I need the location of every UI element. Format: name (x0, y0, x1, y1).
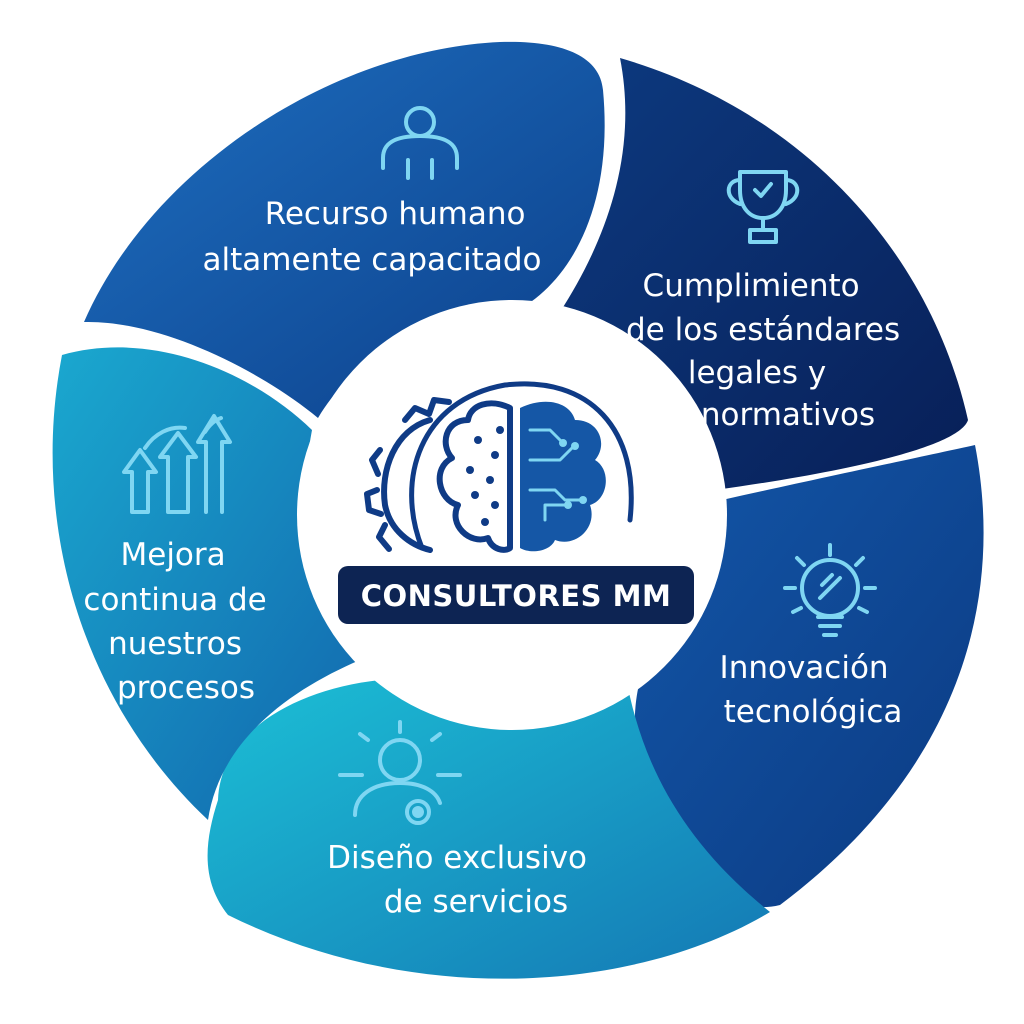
segment-recurso (84, 41, 605, 419)
segment-label-diseno: Diseño exclusivo de servicios (327, 840, 597, 920)
trophy-icon (726, 170, 800, 244)
segment-label-recurso: Recurso humano altamente capacitado (203, 196, 542, 278)
center-badge-text: CONSULTORES MM (361, 579, 672, 613)
segment-label-mejora: Mejora continua de nuestros procesos (83, 537, 276, 706)
brain-gear-circuit-icon (364, 381, 634, 553)
segment-diseno (207, 672, 770, 979)
segment-label-cumplimiento: Cumplimiento de los estándares legales y… (626, 268, 910, 433)
center-badge (338, 566, 694, 624)
lightbulb-icon (783, 543, 877, 637)
segment-label-innovacion: Innovación tecnológica (720, 650, 903, 730)
person-icon (381, 106, 459, 180)
person-gear-icon (338, 720, 462, 825)
growth-arrows-icon (122, 414, 232, 514)
